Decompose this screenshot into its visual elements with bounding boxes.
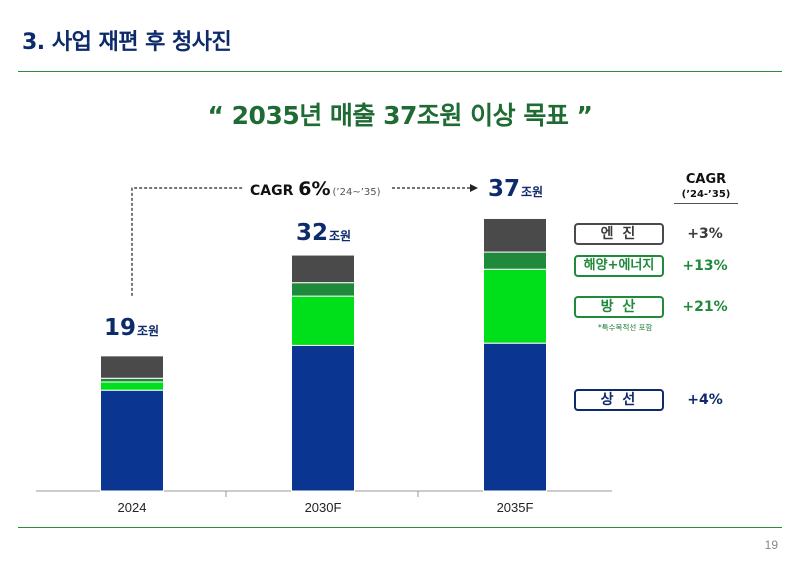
cagr-arrowhead: [470, 184, 478, 192]
headline: “ 2035년 매출 37조원 이상 목표 ”: [207, 101, 593, 130]
total-label-2030f: 32조원: [296, 220, 351, 246]
bar-segment: [291, 295, 355, 346]
cagr-annotation: CAGR 6% (’24~’35): [250, 178, 381, 200]
bar-segment: [100, 381, 164, 391]
bar-segment: [483, 268, 547, 344]
bar-segment: [483, 342, 547, 492]
cagr-engine: +3%: [687, 226, 723, 242]
section-title: 3. 사업 재편 후 청사진: [22, 30, 232, 55]
cagr-column-title: CAGR: [685, 172, 727, 187]
legend-engine: 엔 진: [574, 223, 664, 245]
x-tick-label: 2035F: [496, 500, 534, 515]
cagr-bracket-left: [131, 187, 243, 296]
x-tick-label: 2030F: [304, 500, 342, 515]
bar-segment: [483, 217, 547, 253]
header-divider: [18, 71, 782, 72]
bar-segment: [291, 254, 355, 284]
cagr-annotation-period: (’24~’35): [332, 187, 381, 198]
bar-segment: [483, 251, 547, 270]
cagr-column-header: CAGR (’24-’35): [674, 172, 738, 200]
total-unit: 조원: [137, 324, 160, 338]
cagr-offshore-energy: +13%: [682, 258, 728, 274]
cagr-merchant: +4%: [687, 392, 723, 408]
legend-offshore-energy: 해양+에너지: [574, 255, 664, 277]
bar-segment: [291, 282, 355, 297]
bar-segment: [291, 344, 355, 492]
cagr-annotation-label: CAGR: [250, 183, 294, 199]
legend-merchant: 상 선: [574, 389, 664, 411]
legend-defense: 방 산: [574, 296, 664, 318]
bar-segment: [100, 377, 164, 383]
total-unit: 조원: [329, 229, 352, 243]
cagr-header-divider: [674, 203, 738, 204]
defense-footnote: *특수목적선 포함: [598, 323, 653, 332]
total-value: 32: [296, 220, 329, 246]
total-label-2035f: 37조원: [488, 176, 543, 202]
x-tick-label: 2024: [117, 500, 147, 515]
total-value: 37: [488, 176, 521, 202]
page-number: 19: [764, 538, 778, 552]
cagr-annotation-value: 6%: [298, 178, 331, 200]
cagr-defense: +21%: [682, 299, 728, 315]
bar-segment: [100, 355, 164, 379]
total-unit: 조원: [521, 185, 544, 199]
total-label-2024: 19조원: [104, 315, 159, 341]
footer-divider: [18, 527, 782, 528]
total-value: 19: [104, 315, 137, 341]
bar-segment: [100, 389, 164, 492]
cagr-column-period: (’24-’35): [681, 189, 731, 200]
